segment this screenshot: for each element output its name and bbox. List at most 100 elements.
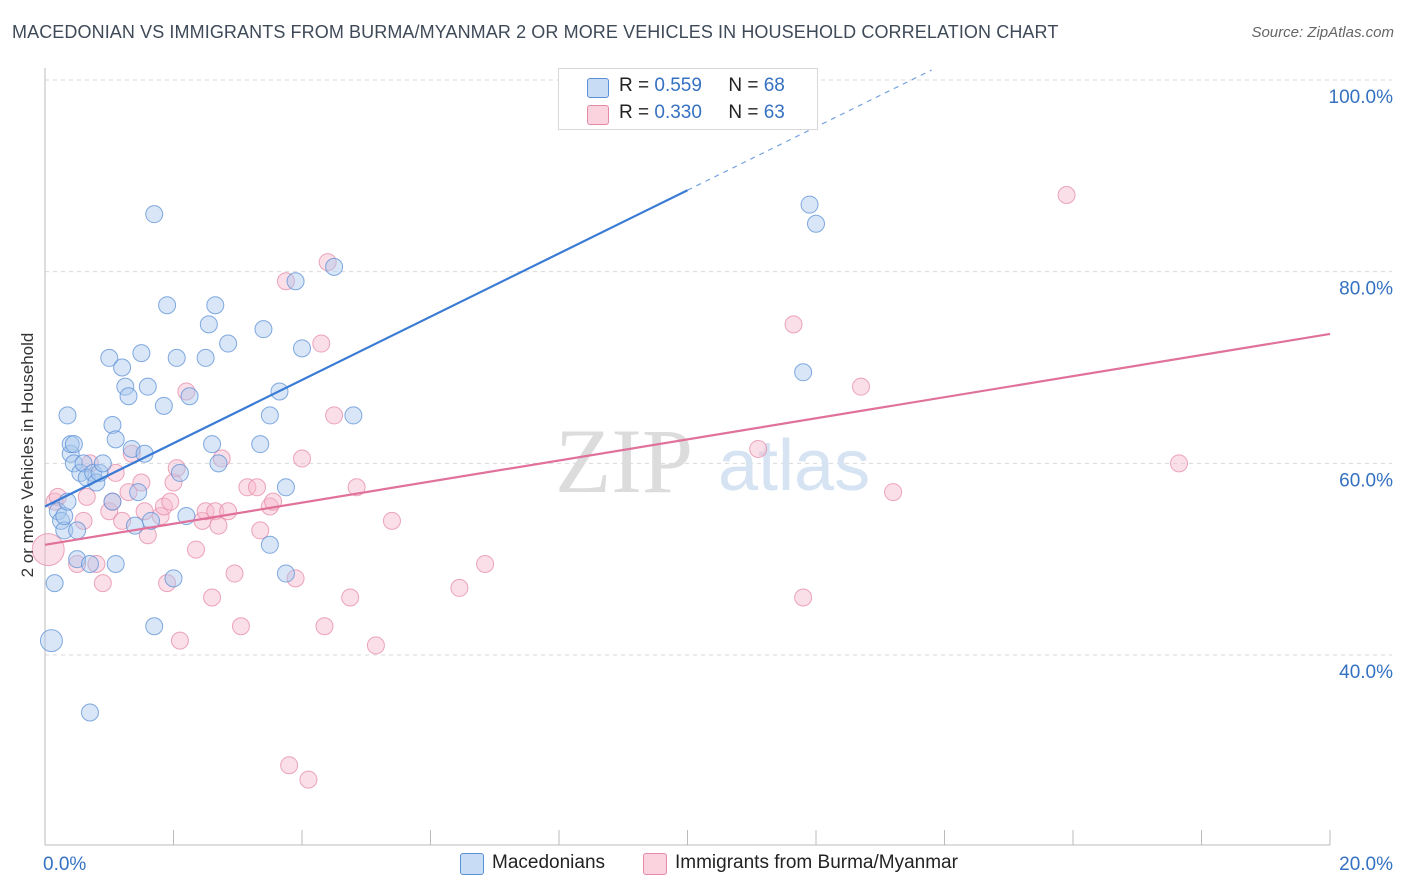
macedonian-point (145, 205, 164, 224)
burma-point (315, 617, 334, 636)
bottom-swatch-blue (460, 853, 484, 875)
burma-point (170, 631, 189, 650)
legend-r-label: R = (619, 102, 650, 123)
burma-point (382, 511, 401, 530)
legend-n-value: 63 (763, 102, 785, 123)
burma-point (1057, 186, 1076, 204)
y-tick-label: 40.0% (1339, 662, 1393, 683)
correlation-legend: R = 0.559 N = 68 R = 0.330 N = 63 (558, 68, 818, 130)
burma-point (203, 588, 222, 607)
burma-point (68, 554, 87, 573)
burma-point (299, 770, 318, 789)
legend-r-value: 0.330 (654, 102, 702, 123)
macedonian-point (138, 377, 157, 396)
burma-point (209, 516, 228, 535)
macedonian-point (64, 435, 83, 454)
burma-point (450, 578, 469, 597)
macedonian-point (158, 296, 177, 315)
burma-point (286, 569, 305, 588)
burma-point (276, 272, 295, 291)
burma-point (132, 473, 151, 492)
burma-point (238, 478, 257, 497)
macedonian-point (260, 535, 279, 554)
macedonian-point (276, 478, 295, 497)
data-points (31, 186, 1189, 789)
watermark-zip: ZIP (555, 410, 693, 512)
macedonian-point (132, 344, 151, 363)
burma-point (476, 554, 495, 573)
y-tick-label: 60.0% (1339, 470, 1393, 491)
macedonian-point (55, 521, 74, 540)
burma-point (196, 502, 215, 521)
macedonian-point (64, 454, 83, 473)
macedonian-point (103, 492, 122, 511)
macedonian-point (276, 564, 295, 583)
macedonian-point (84, 463, 103, 482)
macedonian-point (58, 406, 77, 425)
legend-n-value: 68 (763, 75, 785, 96)
burma-point (100, 502, 119, 521)
gridlines (45, 79, 1392, 656)
macedonian-point (80, 554, 99, 573)
burma-point (884, 483, 903, 502)
bottom-legend-label: Macedonians (492, 852, 606, 873)
burma-point (1170, 454, 1189, 473)
macedonian-point (167, 348, 186, 367)
macedonian-point (180, 387, 199, 406)
macedonian-point (100, 348, 119, 367)
macedonian-point (68, 521, 87, 540)
burma-point (80, 454, 99, 473)
macedonian-point (260, 406, 279, 425)
y-tick-label: 100.0% (1329, 87, 1394, 108)
macedonian-point (206, 296, 225, 315)
macedonian-point (39, 629, 63, 653)
macedonian-point (170, 463, 189, 482)
macedonian-trend-line (44, 189, 688, 508)
macedonian-point (199, 315, 218, 334)
macedonian-point (254, 320, 273, 339)
burma-point (186, 540, 205, 559)
legend-r-label: R = (619, 75, 650, 96)
macedonian-point (119, 387, 138, 406)
burma-point (167, 459, 186, 478)
burma-trend-line (44, 332, 1331, 546)
macedonian-point (103, 416, 122, 434)
burma-point (31, 533, 65, 567)
burma-point (366, 636, 385, 655)
x-tick-label: 20.0% (1339, 854, 1393, 875)
y-tick-label: 80.0% (1339, 279, 1393, 300)
burma-point (138, 526, 157, 545)
macedonian-point (325, 257, 344, 276)
macedonian-point (286, 272, 305, 291)
burma-point (794, 588, 813, 607)
burma-point (119, 483, 138, 502)
burma-point (164, 473, 183, 492)
source-label: Source: ZipAtlas.com (1251, 24, 1394, 41)
burma-point (77, 487, 96, 506)
macedonian-point (154, 396, 173, 415)
burma-point (293, 449, 311, 468)
macedonian-point (209, 454, 228, 473)
legend-swatch-blue (587, 78, 609, 98)
burma-point (280, 756, 299, 775)
burma-point (851, 377, 870, 396)
burma-point (784, 315, 803, 334)
burma-point (161, 492, 180, 511)
trend-lines (44, 69, 1331, 546)
y-axis-label: 2 or more Vehicles in Household (18, 332, 37, 578)
burma-point (248, 478, 267, 497)
watermark-atlas: atlas (718, 426, 870, 506)
macedonian-point (52, 511, 71, 530)
macedonian-point (129, 483, 148, 502)
burma-point (87, 554, 106, 573)
burma-point (219, 502, 238, 521)
macedonian-point (45, 574, 64, 593)
burma-point (212, 449, 231, 468)
legend-n-label: N = (728, 102, 759, 123)
legend-swatch-pink (587, 105, 609, 125)
chart-title: MACEDONIAN VS IMMIGRANTS FROM BURMA/MYAN… (12, 22, 1059, 42)
macedonian-point (794, 363, 813, 382)
tick-labels: 100.0% 80.0% 60.0% 40.0% 0.0% 20.0% (43, 87, 1393, 875)
burma-point (93, 574, 112, 593)
macedonian-point (80, 703, 99, 722)
